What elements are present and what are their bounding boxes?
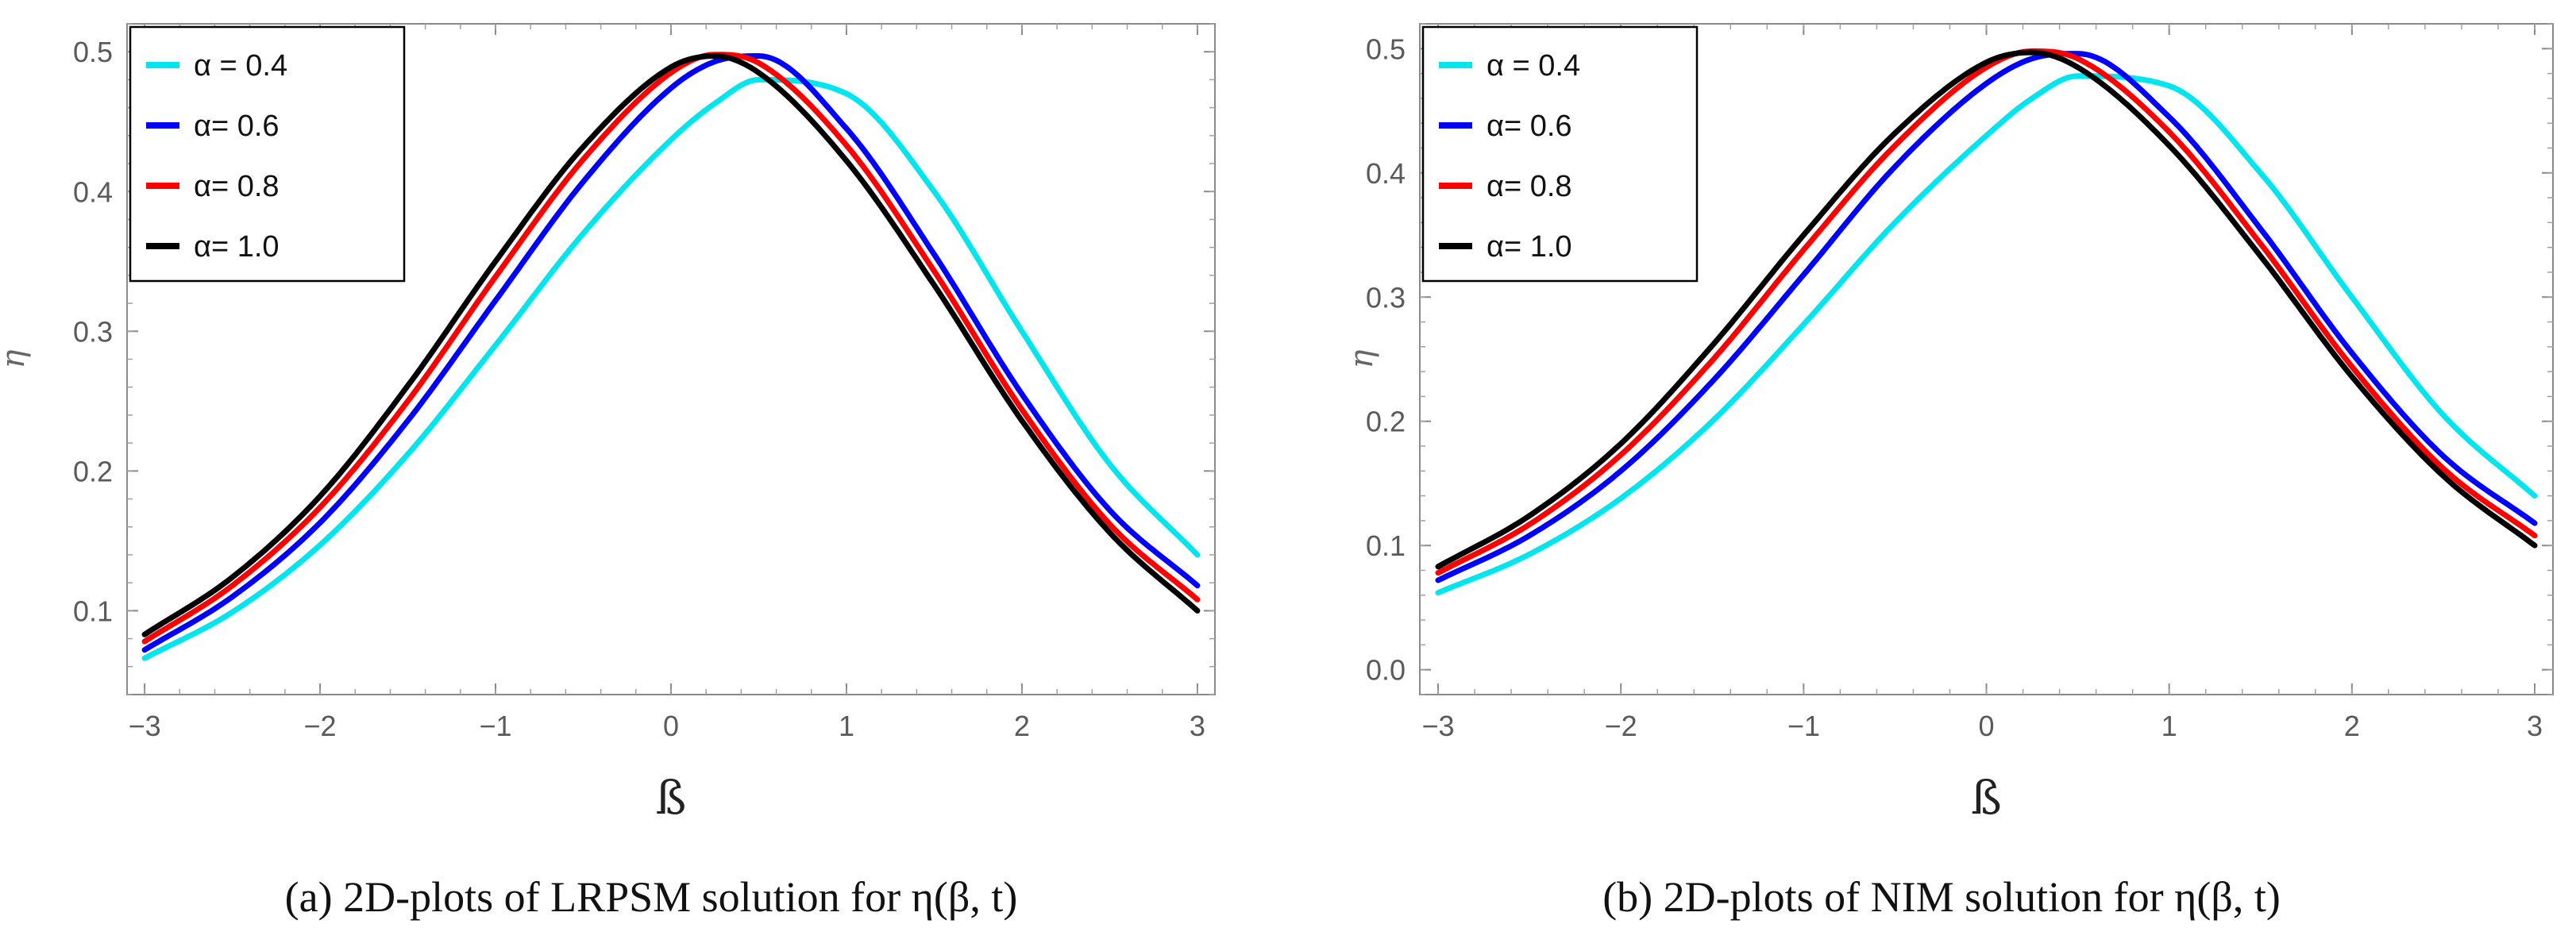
legend-entry-1: α= 0.6: [194, 110, 280, 143]
legend-box: [1421, 25, 1699, 283]
series-line-2: [1435, 48, 2538, 576]
y-tick-label: 0.1: [73, 595, 113, 627]
y-tick-label: 0.3: [73, 315, 113, 348]
x-tick-label: 3: [2527, 710, 2543, 742]
legend-entry-2: α= 0.8: [1487, 170, 1572, 203]
series-line-1: [141, 53, 1201, 653]
x-axis-label: ß: [656, 771, 687, 825]
x-tick-label: 2: [2344, 710, 2360, 742]
legend-entry-0: α = 0.4: [1487, 49, 1580, 83]
y-tick-label: 0.0: [1366, 654, 1406, 687]
y-tick-label: 0.5: [1366, 33, 1406, 65]
chart-panel-a: −3 −2 −1 0 1 2 3 0.1 0.2 0.3 0.4 0.5 η ß α = 0.4 α= 0.6…: [0, 23, 1216, 921]
legend-entry-3: α= 1.0: [1487, 230, 1572, 264]
series-line-2: [141, 52, 1201, 645]
x-tick-label: −2: [1605, 710, 1637, 742]
x-axis-label: ß: [1971, 771, 2002, 825]
x-tick-label: −1: [1787, 710, 1820, 742]
x-tick-label: −3: [1421, 710, 1454, 742]
x-tick-label: 1: [2161, 710, 2177, 742]
y-axis-label: η: [0, 349, 32, 368]
y-tick-label: 0.5: [73, 36, 113, 68]
chart-panel-b: −3 −2 −1 0 1 2 3 0.0 0.1 0.2 0.3 0.4 0.5 η ß α = 0.4 α= …: [1344, 23, 2554, 921]
x-tick-label: 3: [1190, 710, 1205, 742]
x-tick-label: 0: [1978, 710, 1994, 742]
y-tick-label: 0.2: [73, 455, 113, 487]
x-tick-label: −2: [304, 710, 337, 742]
x-tick-label: 2: [1014, 710, 1030, 742]
y-tick-label: 0.4: [1366, 157, 1406, 190]
figure-caption: (b) 2D-plots of NIM solution for η(β, t): [1602, 873, 2281, 921]
x-tick-label: 0: [663, 710, 679, 742]
legend-entry-3: α= 1.0: [194, 230, 280, 264]
y-tick-label: 0.4: [73, 175, 113, 208]
figure-caption: (a) 2D-plots of LRPSM solution for η(β, …: [285, 873, 1018, 921]
y-tick-label: 0.3: [1366, 281, 1406, 314]
legend-entry-0: α = 0.4: [194, 49, 287, 83]
y-tick-label: 0.2: [1366, 406, 1406, 438]
x-tick-label: 1: [839, 710, 854, 742]
y-axis-label: η: [1344, 349, 1380, 368]
series-line-3: [1435, 49, 2538, 570]
series-line-1: [1435, 51, 2538, 583]
y-tick-label: 0.1: [1366, 529, 1406, 562]
legend-entry-2: α= 0.8: [194, 170, 280, 203]
series-line-3: [141, 53, 1201, 637]
series-line-0: [1435, 73, 2538, 596]
x-tick-label: −3: [129, 710, 161, 742]
x-tick-label: −1: [480, 710, 512, 742]
series-line-0: [141, 76, 1201, 661]
legend-box: [129, 25, 406, 283]
legend-entry-1: α= 0.6: [1487, 110, 1572, 143]
